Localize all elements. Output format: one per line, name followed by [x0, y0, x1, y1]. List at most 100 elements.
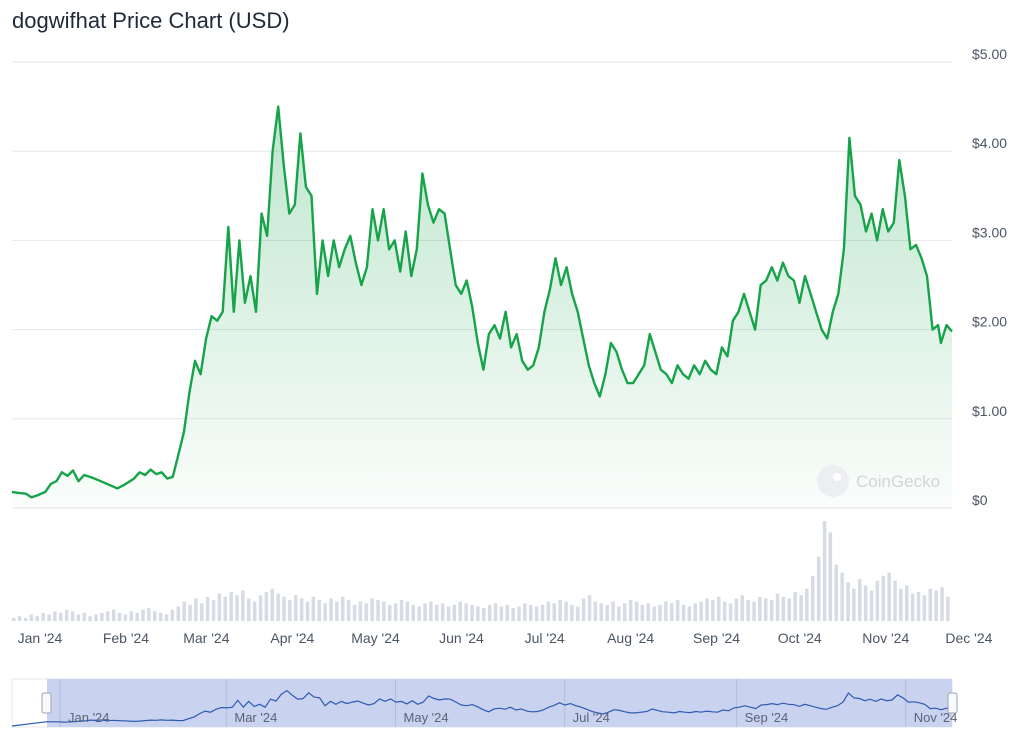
x-tick-label: Oct '24 — [778, 630, 822, 646]
volume-bar — [429, 601, 433, 621]
volume-bar — [940, 587, 944, 621]
volume-bar — [828, 532, 833, 621]
x-tick-label: Apr '24 — [270, 630, 314, 646]
volume-bar — [111, 609, 116, 621]
volume-bar — [106, 611, 110, 621]
volume-bar — [875, 580, 880, 621]
volume-bar — [705, 598, 709, 621]
x-tick-label: Feb '24 — [103, 630, 149, 646]
volume-bar — [12, 617, 16, 621]
volume-bar — [822, 521, 827, 621]
volume-bar — [264, 592, 269, 621]
volume-bar — [294, 595, 298, 621]
volume-bar — [247, 598, 251, 621]
volume-bar — [323, 603, 327, 621]
x-tick-label: Aug '24 — [607, 630, 654, 646]
volume-bar — [664, 601, 668, 621]
volume-bar — [135, 612, 139, 621]
volume-bar — [699, 601, 703, 621]
range-navigator[interactable]: Jan '24 Mar '24 May '24 Jul '24 Sep '24 Nov '… — [11, 678, 958, 728]
volume-bar — [646, 603, 650, 621]
volume-bar — [317, 600, 321, 621]
navigator-label: Jan '24 — [68, 710, 110, 725]
volume-bar — [100, 612, 104, 621]
volume-bar — [188, 604, 192, 621]
volume-bar — [382, 601, 386, 621]
price-area — [12, 106, 952, 508]
x-tick-label: Nov '24 — [862, 630, 909, 646]
volume-bar — [881, 575, 885, 621]
x-tick-label: Jun '24 — [439, 630, 484, 646]
navigator-label: May '24 — [404, 710, 449, 725]
x-tick-label: May '24 — [351, 630, 400, 646]
volume-bar — [628, 600, 633, 621]
volume-bar — [288, 600, 292, 621]
volume-bar — [235, 595, 239, 621]
volume-bar — [693, 603, 697, 621]
volume-bar — [335, 601, 339, 621]
volume-bar — [70, 611, 75, 621]
volume-bar — [76, 614, 81, 621]
volume-bar — [858, 579, 862, 621]
volume-bar — [905, 585, 909, 621]
volume-bar — [88, 616, 92, 621]
navigator-label: Nov '24 — [914, 710, 958, 725]
volume-bar — [764, 598, 768, 621]
x-axis: Jan '24 Feb '24 Mar '24 Apr '24 May '24 Jun '… — [18, 630, 993, 646]
volume-bar — [893, 580, 897, 621]
volume-bar — [23, 617, 28, 621]
navigator-handle-left[interactable] — [41, 692, 52, 714]
volume-bar — [505, 604, 509, 621]
volume-bar — [558, 600, 562, 621]
volume-bar — [153, 611, 157, 621]
volume-bar — [452, 604, 457, 621]
volume-bar — [863, 585, 868, 621]
volume-bar — [17, 616, 22, 621]
volume-bar — [29, 614, 34, 621]
volume-bar — [158, 612, 163, 621]
volume-bar — [652, 606, 656, 621]
volume-bar — [164, 614, 169, 621]
volume-bar — [64, 609, 69, 621]
volume-bar — [282, 596, 286, 621]
volume-bar — [722, 601, 727, 621]
x-tick-label: Sep '24 — [693, 630, 740, 646]
volume-bars — [12, 521, 950, 621]
volume-bar — [305, 601, 310, 621]
volume-bar — [517, 606, 521, 621]
volume-bar — [599, 603, 603, 621]
volume-bar — [534, 606, 539, 621]
volume-bar — [816, 556, 821, 621]
volume-bar — [617, 606, 621, 621]
volume-bar — [675, 600, 680, 621]
volume-bar — [640, 604, 645, 621]
navigator-handle-right[interactable] — [947, 692, 958, 714]
volume-bar — [717, 596, 721, 621]
price-line[interactable] — [11, 105, 953, 499]
volume-bar — [470, 604, 474, 621]
volume-bar — [440, 603, 445, 621]
volume-bar — [147, 608, 151, 621]
volume-bar — [482, 608, 486, 621]
volume-bar — [182, 601, 186, 621]
x-tick-label: Jul '24 — [525, 630, 565, 646]
volume-bar — [787, 598, 791, 621]
volume-bar — [740, 595, 744, 621]
volume-bar — [916, 592, 921, 621]
chart-title: dogwifhat Price Chart (USD) — [12, 8, 290, 33]
volume-bar — [217, 593, 222, 621]
volume-bar — [711, 600, 715, 621]
volume-bar — [423, 603, 427, 621]
volume-bar — [464, 603, 468, 621]
navigator-label: Jul '24 — [573, 710, 610, 725]
navigator-selection[interactable] — [47, 679, 952, 727]
y-tick-label: $2.00 — [972, 314, 1007, 330]
volume-bar — [840, 572, 844, 621]
y-axis: $5.00 $4.00 $3.00 $2.00 $1.00 $0 — [972, 46, 1007, 508]
volume-bar — [934, 590, 938, 621]
volume-bar — [435, 604, 439, 621]
volume-bar — [358, 601, 363, 621]
volume-bar — [229, 592, 233, 621]
volume-bar — [611, 601, 615, 621]
